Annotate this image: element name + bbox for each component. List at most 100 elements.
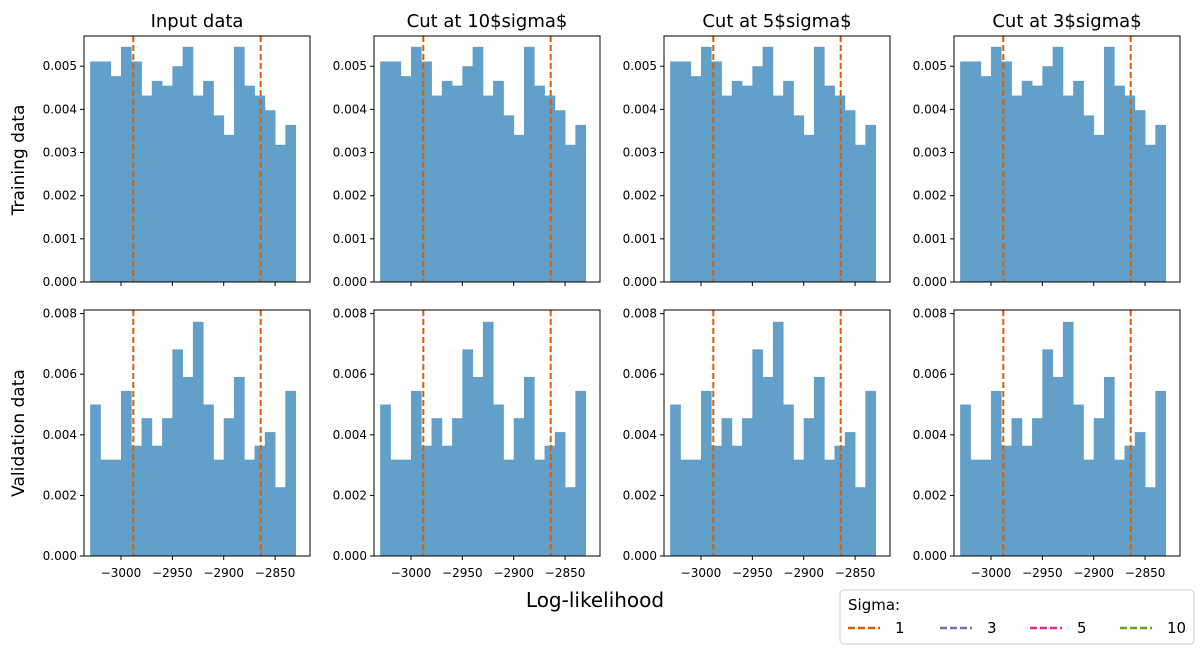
histogram-bar — [1155, 390, 1167, 556]
panel-validation-1: 0.000 0.002 0.004 0.006 0.008 −3000 −2950 −2900… — [43, 307, 311, 580]
histogram-bar — [565, 487, 576, 556]
panel-title: Input data — [151, 11, 244, 32]
histogram-bar — [244, 459, 255, 556]
axes-frame — [663, 35, 891, 283]
histogram-bar — [1103, 376, 1115, 556]
histogram-bar — [990, 390, 1002, 556]
histogram-bar — [970, 61, 982, 283]
histogram-bar — [1083, 115, 1095, 282]
histogram-bar — [700, 390, 712, 556]
y-tick-label: 0.001 — [333, 232, 367, 246]
y-tick-label: 0.000 — [333, 275, 367, 289]
histogram-bar — [275, 144, 286, 282]
histogram-bar — [711, 445, 722, 556]
histogram-bar — [223, 134, 235, 282]
histogram-bar — [1021, 445, 1033, 556]
y-tick-label: 0.002 — [333, 488, 367, 502]
histogram-bar — [110, 76, 122, 282]
histogram-bar — [690, 76, 702, 282]
x-tick-label: −3000 — [681, 566, 722, 580]
histogram-bar — [670, 61, 681, 283]
histogram-bar — [1042, 66, 1054, 283]
histogram-bar — [1073, 404, 1084, 556]
y-tick-label: 0.004 — [43, 102, 77, 116]
panel-validation-3: 0.000 0.002 0.004 0.006 0.008 −3000 −2950 −2900… — [623, 307, 891, 580]
histogram-bar — [162, 418, 173, 556]
histogram-bar — [1093, 134, 1105, 282]
histogram-bar — [575, 390, 587, 556]
histogram-bar — [721, 95, 733, 282]
histogram-bar — [203, 80, 214, 282]
panel-training-2: 0.000 0.001 0.002 0.003 0.004 0.005 Cut at 10$… — [333, 11, 601, 289]
histogram-bar — [421, 445, 432, 556]
y-tick-label: 0.001 — [43, 232, 77, 246]
x-tick-label: −3000 — [391, 566, 432, 580]
panels-group: 0.000 0.001 0.002 0.003 0.004 0.005 Input data… — [43, 11, 1181, 580]
x-tick-label: −2850 — [835, 566, 876, 580]
histogram-bar — [223, 418, 235, 556]
histogram-bar — [493, 80, 504, 282]
histogram-bar — [120, 390, 132, 556]
histogram-bar — [544, 95, 556, 282]
y-tick-label: 0.006 — [913, 367, 947, 381]
histogram-bar — [834, 95, 846, 282]
histogram-bar — [441, 445, 453, 556]
histogram-bar — [1103, 46, 1115, 282]
y-tick-label: 0.002 — [43, 488, 77, 502]
x-tick-label: −2900 — [1073, 566, 1114, 580]
histogram-bar — [131, 445, 142, 556]
histogram-bar — [472, 46, 484, 282]
y-tick-label: 0.005 — [623, 59, 657, 73]
histogram-bar — [141, 418, 153, 556]
histogram-bar — [90, 61, 101, 283]
legend-box — [839, 589, 1195, 645]
y-tick-label: 0.005 — [43, 59, 77, 73]
y-tick-label: 0.000 — [43, 275, 77, 289]
histogram-bar — [1155, 124, 1167, 282]
histogram-bar — [680, 61, 692, 283]
histogram-bar — [390, 459, 402, 556]
y-tick-label: 0.006 — [623, 367, 657, 381]
histogram-bar — [441, 80, 453, 282]
histogram-bar — [213, 115, 225, 282]
histogram-bar — [731, 445, 743, 556]
histogram-bar — [400, 76, 412, 282]
histogram-bar — [1073, 80, 1084, 282]
histogram-bar — [151, 80, 163, 282]
histogram-bar — [380, 404, 391, 556]
histogram-bar — [523, 376, 535, 556]
histogram-bar — [575, 124, 587, 282]
histogram-bar — [90, 404, 101, 556]
histogram-bar — [275, 487, 286, 556]
x-tick-label: −2900 — [783, 566, 824, 580]
histogram-bar — [482, 321, 494, 556]
histogram-bar — [100, 61, 112, 283]
histogram-bar — [865, 390, 877, 556]
histogram-bar — [192, 95, 204, 282]
legend-title: Sigma: — [848, 596, 900, 614]
y-tick-label: 0.004 — [623, 428, 657, 442]
histogram-bar — [731, 80, 743, 282]
histogram-bar — [1134, 432, 1146, 556]
panel-title: Cut at 10$sigma$ — [407, 11, 568, 32]
histogram-bar — [472, 376, 484, 556]
y-tick-label: 0.002 — [913, 488, 947, 502]
histogram-bar — [762, 46, 774, 282]
histogram-bar — [554, 432, 566, 556]
histogram-bar — [565, 144, 576, 282]
histogram-bar — [410, 390, 422, 556]
y-tick-label: 0.005 — [333, 59, 367, 73]
histogram-bar — [534, 85, 545, 282]
histogram-bar — [1001, 445, 1012, 556]
histogram-bar — [244, 85, 255, 282]
histogram-bar — [285, 124, 297, 282]
histogram-bar — [1032, 85, 1043, 282]
histogram-bar — [980, 76, 992, 282]
histogram-bar — [793, 459, 805, 556]
x-tick-label: −2950 — [732, 566, 773, 580]
histogram-bar — [523, 46, 535, 282]
histogram-bar — [182, 376, 194, 556]
histogram-bar — [960, 404, 971, 556]
legend-entries: 1 3 5 10 — [848, 619, 1186, 637]
